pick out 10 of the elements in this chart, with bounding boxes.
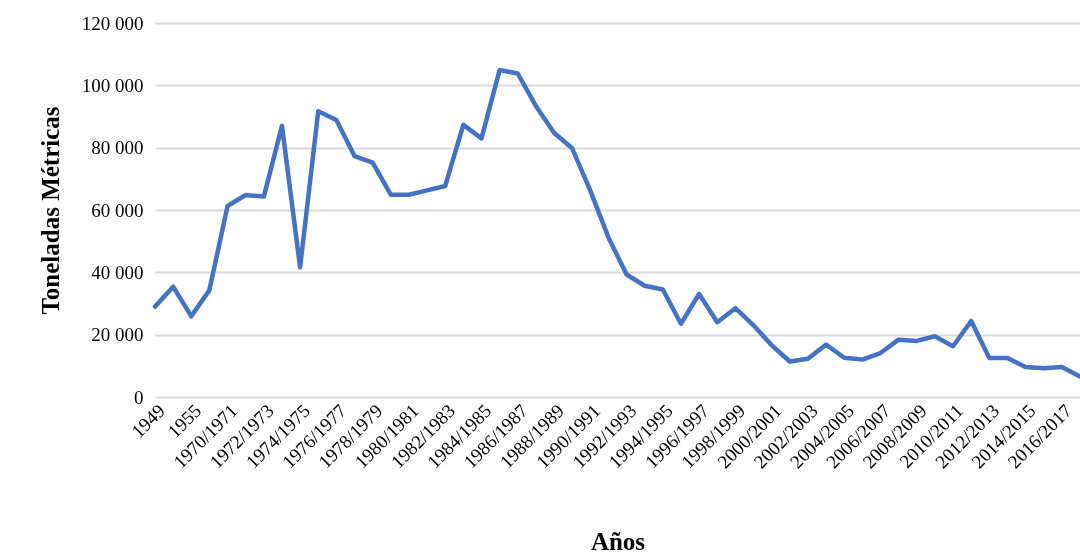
y-axis-title: Toneladas Métricas [36,106,64,315]
y-tick-label: 80 000 [91,137,144,159]
y-tick-label: 20 000 [91,324,144,346]
y-tick-label: 100 000 [81,74,144,96]
y-tick-label: 60 000 [91,199,144,221]
y-tick-label: 0 [134,386,144,408]
line-series [152,67,1080,379]
x-axis-title: Años [590,528,646,556]
y-tick-label: 40 000 [91,261,144,283]
y-tick-label: 120 000 [81,12,144,34]
